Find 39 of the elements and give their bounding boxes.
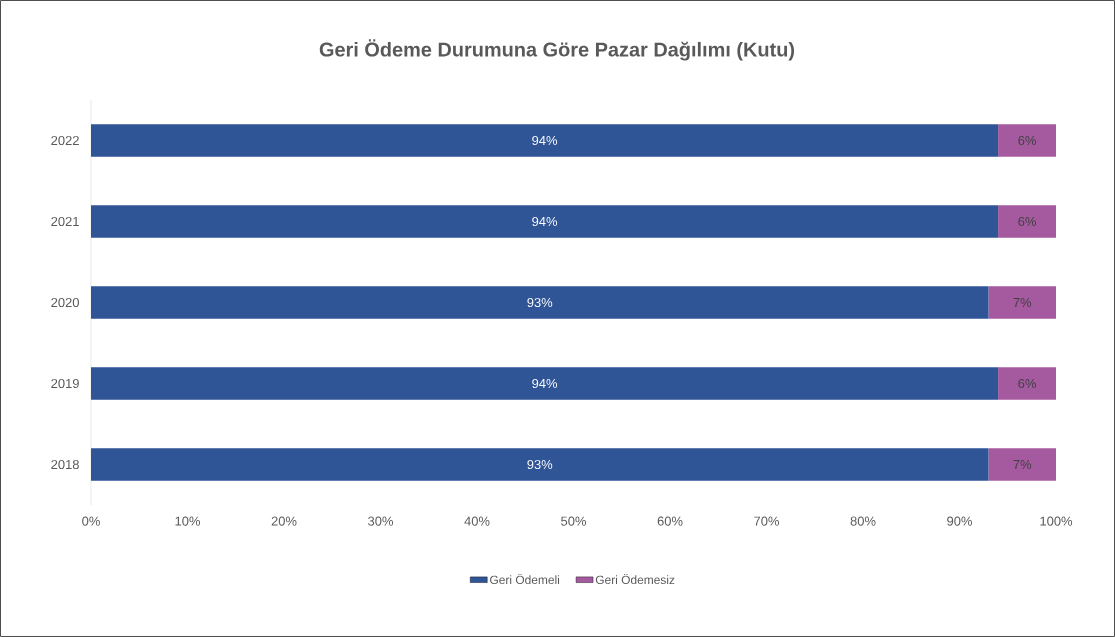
- y-tick-label: 2018: [51, 459, 79, 470]
- x-tick-label: 30%: [368, 516, 394, 526]
- data-label: 94%: [532, 216, 558, 227]
- x-tick-label: 10%: [175, 516, 201, 526]
- data-label: 6%: [1018, 135, 1036, 146]
- y-tick-label: 2021: [51, 216, 79, 227]
- data-label: 93%: [527, 459, 553, 470]
- data-label: 6%: [1018, 216, 1036, 227]
- data-label: 94%: [532, 378, 558, 389]
- data-label: 7%: [1013, 459, 1032, 470]
- legend-label: Geri Ödemeli: [490, 573, 560, 585]
- data-label: 6%: [1018, 378, 1036, 389]
- bar: [91, 286, 989, 319]
- x-tick-label: 20%: [271, 516, 297, 526]
- x-tick-label: 60%: [657, 516, 683, 526]
- x-tick-label: 80%: [850, 516, 876, 526]
- y-tick-label: 2022: [51, 135, 79, 146]
- y-tick-label: 2019: [51, 378, 79, 389]
- y-tick-label: 2020: [51, 297, 79, 308]
- bar: [91, 448, 989, 481]
- legend-label: Geri Ödemesiz: [595, 573, 675, 585]
- x-tick-label: 40%: [464, 516, 490, 526]
- bar: [91, 124, 999, 157]
- data-label: 94%: [532, 135, 558, 146]
- bar: [91, 367, 999, 400]
- x-tick-label: 90%: [947, 516, 973, 526]
- bar: [998, 205, 1057, 238]
- data-label: 93%: [527, 297, 553, 308]
- bar: [998, 124, 1057, 157]
- bar: [91, 205, 999, 238]
- x-tick-label: 70%: [754, 516, 780, 526]
- bar: [988, 448, 1057, 481]
- x-tick-label: 100%: [1040, 516, 1073, 526]
- x-tick-label: 50%: [561, 516, 587, 526]
- data-label: 7%: [1013, 297, 1032, 308]
- chart-title: Geri Ödeme Durumuna Göre Pazar Dağılımı (Kutu): [319, 39, 795, 61]
- bar: [998, 367, 1057, 400]
- bar: [988, 286, 1057, 319]
- x-tick-label: 0%: [82, 516, 100, 526]
